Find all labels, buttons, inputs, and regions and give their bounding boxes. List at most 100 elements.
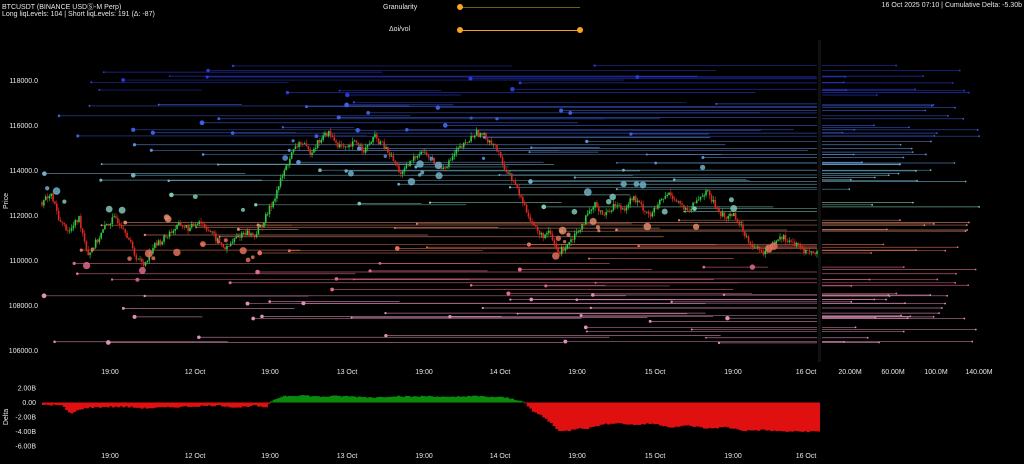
delta-bar xyxy=(609,402,613,424)
granularity-slider-knob[interactable] xyxy=(457,4,463,10)
candle-body xyxy=(644,210,646,212)
candle-body xyxy=(80,216,82,229)
delta-bar xyxy=(117,402,121,408)
candle-body xyxy=(113,216,115,218)
delta-bar xyxy=(109,402,113,407)
candle-body xyxy=(570,239,572,243)
delta-bar xyxy=(148,402,152,409)
candle-body xyxy=(496,145,498,152)
delta-bar xyxy=(373,397,377,403)
candle-body xyxy=(784,235,787,242)
delta-bar xyxy=(124,402,128,407)
candle-body xyxy=(407,165,410,166)
delta-bar xyxy=(757,402,761,431)
profile-dot xyxy=(944,302,946,305)
liq-bubble xyxy=(643,222,652,231)
candle-body xyxy=(442,167,445,170)
delta-bar xyxy=(290,396,294,403)
liq-level-bubble xyxy=(131,127,136,132)
liq-level-bubble xyxy=(384,333,388,338)
liq-level-bubble xyxy=(589,306,593,310)
candle-body xyxy=(333,137,336,141)
price-tick-label: 112000.0 xyxy=(9,213,38,220)
oi-vol-track[interactable] xyxy=(460,30,580,31)
candle-body xyxy=(725,217,728,219)
candle-body xyxy=(218,238,221,243)
candle-body xyxy=(461,146,463,148)
delta-bar xyxy=(677,402,681,427)
candle-body xyxy=(257,226,260,235)
liq-level-bubble xyxy=(201,153,205,156)
liq-level-bubble xyxy=(705,336,707,339)
liq-level-bubble xyxy=(384,311,387,315)
candle-body xyxy=(348,145,350,148)
candle-body xyxy=(401,171,404,174)
profile-dot xyxy=(929,169,932,172)
candle-body xyxy=(499,151,502,158)
delta-bar xyxy=(798,402,802,432)
candle-body xyxy=(394,161,397,164)
candle-body xyxy=(814,253,816,254)
oi-vol-slider-max-knob[interactable] xyxy=(577,27,583,33)
profile-dot xyxy=(910,147,913,150)
liq-level-bubble xyxy=(260,314,264,319)
profile-dot xyxy=(902,156,905,159)
liq-level-bubble xyxy=(268,300,272,303)
delta-bar xyxy=(570,402,574,430)
delta-bar xyxy=(705,402,709,429)
liq-level-bubble xyxy=(648,319,652,323)
candle-body xyxy=(355,140,358,143)
candle-body xyxy=(263,222,265,228)
candle-body xyxy=(326,132,328,137)
liquidation-volume-profile xyxy=(818,40,981,362)
candle-body xyxy=(453,153,456,157)
liq-bubble xyxy=(749,264,756,270)
delta-bar xyxy=(210,402,214,407)
liq-level-bubble xyxy=(568,111,573,115)
delta-bar xyxy=(378,396,382,403)
delta-bar xyxy=(384,397,388,403)
delta-bar xyxy=(446,396,450,403)
delta-bar xyxy=(259,402,263,407)
delta-bar xyxy=(423,396,427,403)
candle-body xyxy=(507,172,509,174)
delta-bar xyxy=(648,402,652,425)
delta-bar xyxy=(448,396,452,403)
delta-bar xyxy=(560,402,564,432)
delta-bar xyxy=(236,402,240,408)
candle-body xyxy=(194,224,197,227)
delta-bar xyxy=(254,402,258,406)
profile-dot xyxy=(935,132,938,135)
liquidation-bubbles xyxy=(41,64,778,345)
oi-vol-slider-min-knob[interactable] xyxy=(457,27,463,33)
candle-body xyxy=(191,223,193,228)
liq-bubble xyxy=(639,181,647,189)
liq-level-bubble xyxy=(130,172,136,178)
liq-levels-summary: Long liqLevels: 104 | Short liqLevels: 1… xyxy=(2,11,155,18)
delta-bar xyxy=(679,402,683,427)
candle-body xyxy=(660,199,663,200)
liq-level-bubble xyxy=(585,330,588,333)
delta-bar xyxy=(140,402,144,409)
candle-body xyxy=(216,238,219,241)
delta-bar xyxy=(715,402,719,429)
candle-body xyxy=(666,194,668,197)
delta-bar xyxy=(171,402,175,408)
delta-bar xyxy=(73,402,77,412)
delta-bar xyxy=(241,402,245,407)
delta-bar xyxy=(632,402,636,426)
candle-body xyxy=(509,173,511,174)
candle-body xyxy=(335,140,337,143)
candle-body xyxy=(70,228,73,231)
candle-body xyxy=(418,154,421,156)
delta-bar xyxy=(531,402,535,412)
delta-bar xyxy=(376,397,380,403)
delta-bar xyxy=(544,402,548,419)
liquidation-level-lines xyxy=(44,65,817,344)
delta-bar xyxy=(583,402,587,429)
liq-level-bubble xyxy=(356,146,362,151)
profile-dot xyxy=(887,174,890,177)
candle-body xyxy=(253,235,256,237)
candle-body xyxy=(131,241,134,248)
granularity-track[interactable] xyxy=(460,7,580,8)
